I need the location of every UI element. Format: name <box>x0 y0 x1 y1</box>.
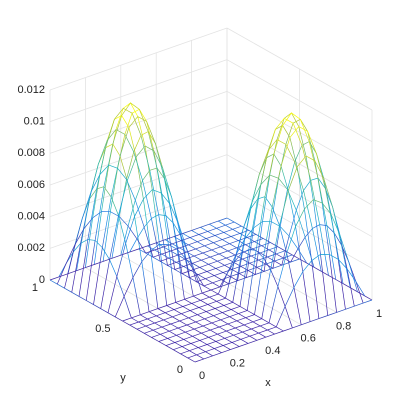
grid-line <box>49 27 228 91</box>
x-tick-label: 0 <box>199 370 205 382</box>
mesh-row <box>114 244 293 318</box>
mesh-row <box>85 102 264 301</box>
mesh-row <box>144 139 322 334</box>
grid-line <box>49 90 228 154</box>
mesh-row <box>64 164 242 289</box>
mesh-column <box>209 177 355 307</box>
mesh-row <box>93 116 271 305</box>
mesh-row <box>49 217 228 281</box>
grid-line <box>49 185 228 249</box>
mesh-row <box>158 112 337 342</box>
z-tick-label: 0.006 <box>17 179 45 191</box>
mesh-row <box>56 211 235 285</box>
mesh-row <box>194 299 373 363</box>
grid <box>49 27 373 363</box>
mesh-row <box>165 126 344 346</box>
x-axis-label: x <box>265 377 271 389</box>
mesh-row <box>180 199 358 355</box>
x-tick-label: 0.2 <box>230 358 245 370</box>
z-tick-label: 0 <box>39 274 45 286</box>
grid-line <box>49 154 228 218</box>
z-tick-label: 0.004 <box>17 211 45 223</box>
labels: x y 0 0.002 0.004 0.006 0.008 0.01 0.012 0 0.2 0.… <box>17 84 382 389</box>
mesh-row <box>173 155 351 351</box>
mesh-row <box>122 258 300 322</box>
mesh-column <box>76 143 222 354</box>
z-tick-label: 0.008 <box>17 147 45 159</box>
z-tick-label: 0.01 <box>24 116 45 128</box>
mesh-row <box>100 145 278 309</box>
mesh-row <box>136 174 315 330</box>
z-tick-label: 0.012 <box>17 84 45 96</box>
mesh-row <box>107 189 286 313</box>
mesh <box>49 102 373 363</box>
mesh-row <box>71 129 249 293</box>
mesh-row <box>129 221 308 326</box>
x-tick-label: 0.8 <box>336 320 351 332</box>
x-tick-label: 0.4 <box>265 345 280 357</box>
y-tick-label: 1 <box>32 282 38 294</box>
x-tick-label: 1 <box>376 308 382 320</box>
y-tick-label: 0 <box>177 364 183 376</box>
z-tick-label: 0.002 <box>17 242 45 254</box>
x-tick-label: 0.6 <box>301 333 316 345</box>
mesh-row <box>78 107 257 297</box>
mesh-row <box>187 254 366 359</box>
grid-line <box>49 59 228 123</box>
y-axis-label: y <box>120 372 126 384</box>
y-tick-label: 0.5 <box>95 323 110 335</box>
mesh-row <box>151 117 329 338</box>
